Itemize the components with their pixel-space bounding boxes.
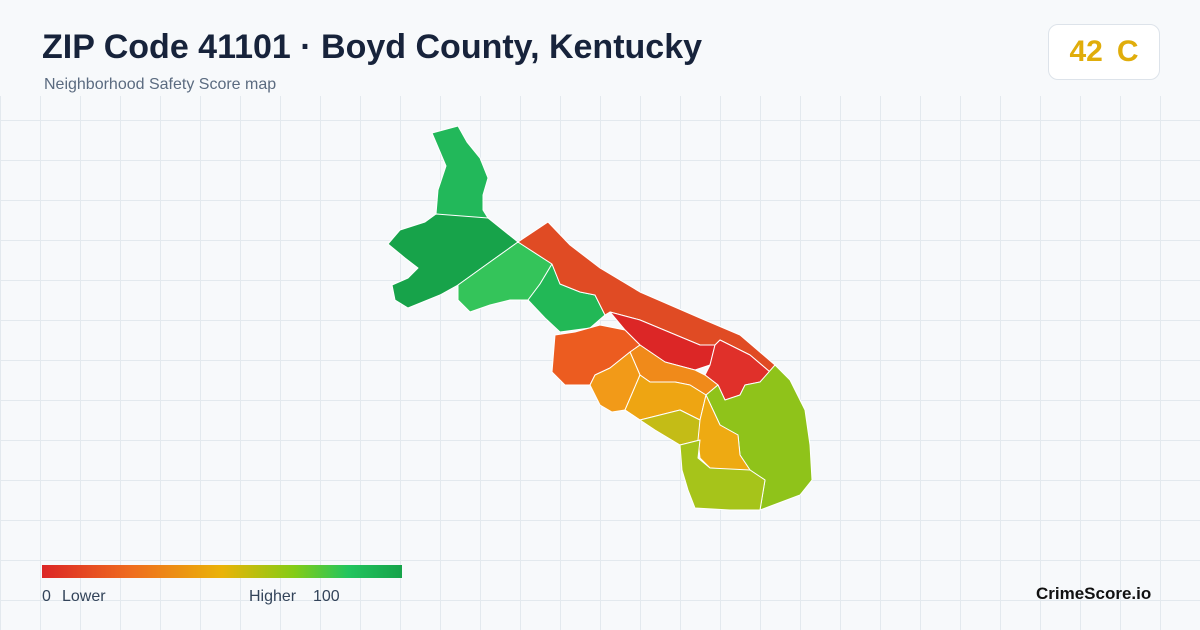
legend-min-label: Lower [62,588,106,605]
region [679,439,766,511]
score-badge: 42 C [1048,24,1160,80]
legend-max-label: Higher [249,588,297,605]
region [387,213,519,309]
grade: C [1116,35,1139,68]
region [431,125,489,219]
legend-scale [42,565,402,578]
legend-min: 0 [42,588,51,605]
brand: CrimeScore.io [1036,584,1152,603]
subtitle: Neighborhood Safety Score map [44,76,277,93]
score: 42 [1069,35,1103,68]
title: ZIP Code 41101 · Boyd County, Kentucky [42,28,703,66]
legend-max: 100 [313,588,340,605]
